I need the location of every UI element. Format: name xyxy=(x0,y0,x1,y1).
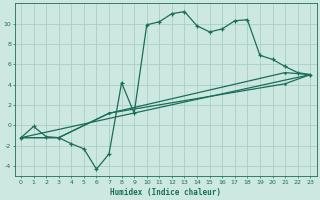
X-axis label: Humidex (Indice chaleur): Humidex (Indice chaleur) xyxy=(110,188,221,197)
